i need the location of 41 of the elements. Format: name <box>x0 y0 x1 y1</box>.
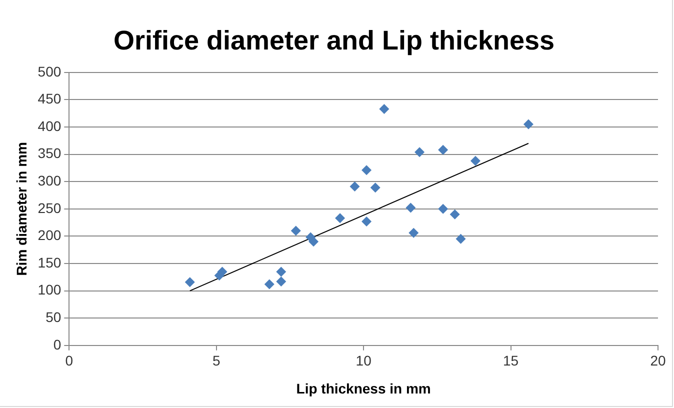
point <box>290 226 301 236</box>
y-tick-label: 50 <box>46 308 62 325</box>
point <box>362 216 372 226</box>
point <box>308 236 319 247</box>
point <box>438 144 448 155</box>
y-axis-title: Rim diameter in mm <box>13 142 30 276</box>
y-tick-label: 200 <box>38 227 62 244</box>
y-tick-label: 100 <box>38 282 62 298</box>
x-tick-label: 10 <box>356 352 372 369</box>
point <box>335 213 346 224</box>
point <box>350 182 360 192</box>
point <box>438 204 448 214</box>
x-axis-title: Lip thickness in mm <box>296 380 431 396</box>
point <box>276 266 286 277</box>
point <box>456 234 466 244</box>
x-tick-label: 15 <box>503 352 519 369</box>
point <box>362 165 372 176</box>
point <box>406 202 416 213</box>
point <box>408 228 419 238</box>
point <box>470 156 480 166</box>
y-tick-label: 400 <box>38 118 62 134</box>
y-tick-label: 500 <box>38 63 62 80</box>
x-tick-label: 0 <box>65 352 74 369</box>
y-tick-label: 0 <box>53 336 62 352</box>
point <box>523 119 534 130</box>
y-tick-label: 450 <box>38 90 62 107</box>
y-tick-label: 150 <box>38 254 62 270</box>
point <box>217 266 228 277</box>
point <box>370 182 380 193</box>
point <box>414 147 425 158</box>
y-tick-label: 250 <box>38 200 62 216</box>
y-tick-label: 350 <box>38 145 62 162</box>
x-tick-label: 5 <box>212 352 220 369</box>
x-tick-label: 20 <box>650 352 666 369</box>
y-tick-label: 300 <box>38 172 62 188</box>
point <box>450 209 460 220</box>
chart-title: Orifice diameter and Lip thickness <box>113 26 555 56</box>
point <box>276 276 286 287</box>
point <box>184 277 195 288</box>
point <box>264 279 274 290</box>
point <box>379 104 390 114</box>
